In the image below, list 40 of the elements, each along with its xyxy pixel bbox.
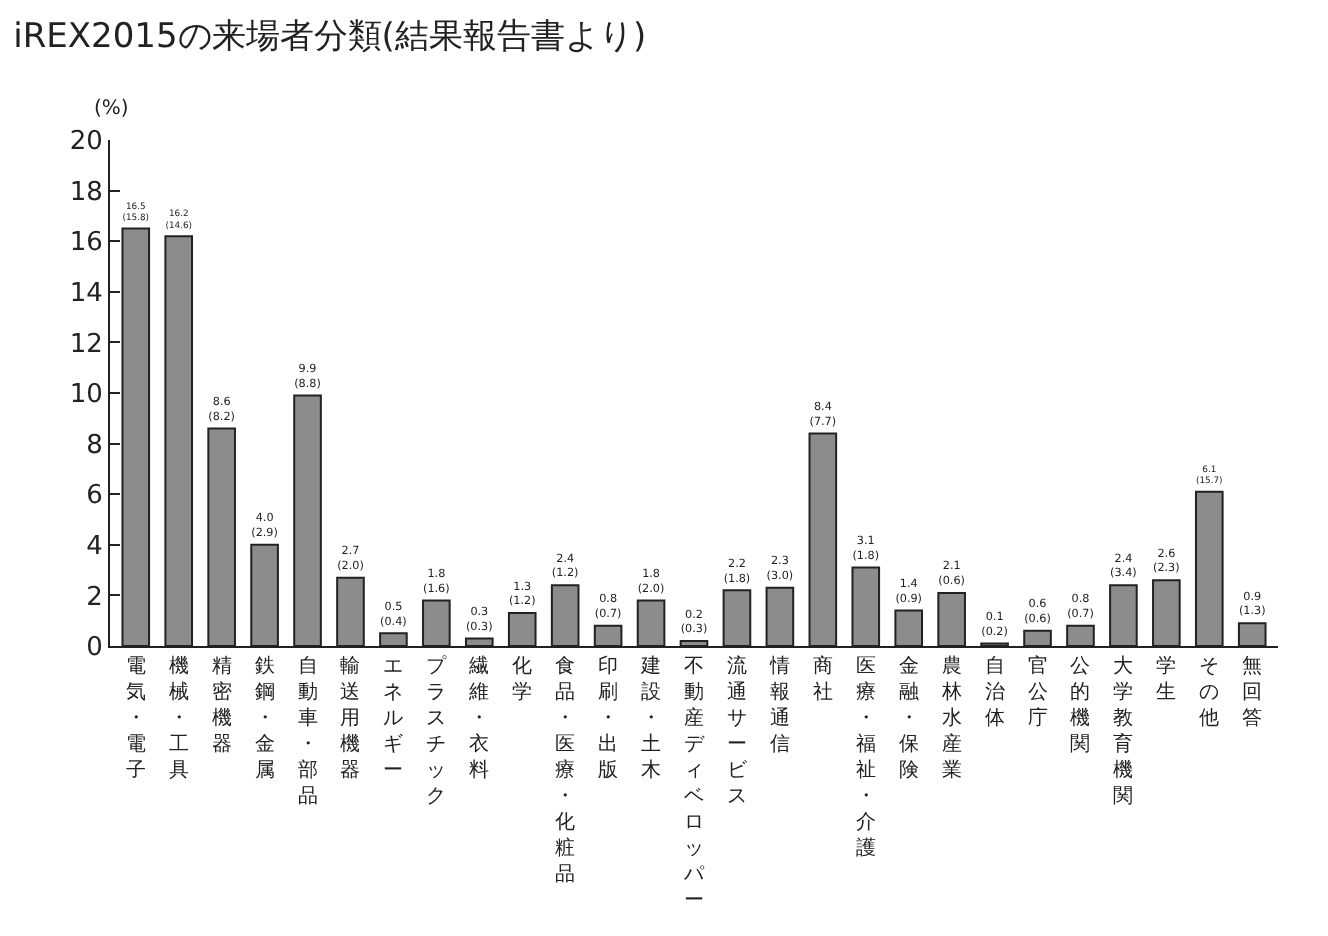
x-tick-label: 大学教育機関 bbox=[1113, 654, 1134, 808]
x-tick-label: 農林水産業 bbox=[939, 654, 962, 782]
x-tick-label: エネルギー bbox=[383, 656, 404, 782]
x-tick-label: 精密機器 bbox=[211, 654, 232, 756]
x-tick-label: 鉄鋼・金属 bbox=[254, 654, 275, 782]
x-tick-label: 自動車・部品 bbox=[297, 654, 318, 808]
y-tick-label: 2 bbox=[86, 582, 103, 613]
x-tick-label: 官公庁 bbox=[1027, 654, 1048, 730]
x-tick-label: 繊維・衣料 bbox=[467, 654, 490, 782]
x-tick-label: 商社 bbox=[812, 654, 833, 704]
x-tick-label: 金融・保険 bbox=[898, 654, 919, 782]
y-axis-title: (%) bbox=[94, 98, 129, 120]
x-tick-label: 学生 bbox=[1156, 654, 1177, 704]
y-tick-label: 20 bbox=[69, 127, 103, 158]
y-tick-label: 10 bbox=[69, 380, 103, 411]
x-tick-label: 医療・福祉・介護 bbox=[855, 656, 876, 860]
x-tick-label: 化学 bbox=[512, 654, 533, 704]
category-label: 不動産ディベロッパー bbox=[684, 656, 704, 912]
chart-title: iREX2015の来場者分類(結果報告書より) bbox=[13, 17, 647, 58]
x-tick-label: 機械・工具 bbox=[168, 654, 189, 782]
y-tick-label: 6 bbox=[86, 481, 103, 512]
x-tick-label: 流通サービス bbox=[726, 654, 749, 808]
y-tick-label: 18 bbox=[69, 177, 103, 208]
x-tick-label: 情報通信 bbox=[767, 654, 790, 756]
x-tick-label: 輸送用機器 bbox=[340, 654, 361, 782]
x-tick-label: 公的機関 bbox=[1070, 654, 1091, 756]
y-tick-label: 0 bbox=[86, 633, 103, 664]
y-tick-label: 14 bbox=[69, 278, 103, 309]
x-tick-label: 建設・土木 bbox=[639, 654, 662, 782]
y-tick-label: 12 bbox=[69, 329, 103, 360]
x-tick-label: 無回答 bbox=[1242, 654, 1263, 730]
category-label: 食品・医療・化粧品 bbox=[555, 656, 576, 886]
x-tick-label: 電気・電子 bbox=[125, 656, 146, 782]
y-tick-label: 16 bbox=[69, 228, 103, 259]
x-tick-label: 印刷・出版 bbox=[598, 654, 619, 782]
y-tick-label: 8 bbox=[86, 430, 103, 461]
x-tick-label: 自治体 bbox=[984, 654, 1005, 730]
x-tick-label: その他 bbox=[1199, 656, 1220, 730]
y-tick-label: 4 bbox=[86, 531, 103, 562]
x-tick-label: プラスチック bbox=[426, 654, 449, 808]
